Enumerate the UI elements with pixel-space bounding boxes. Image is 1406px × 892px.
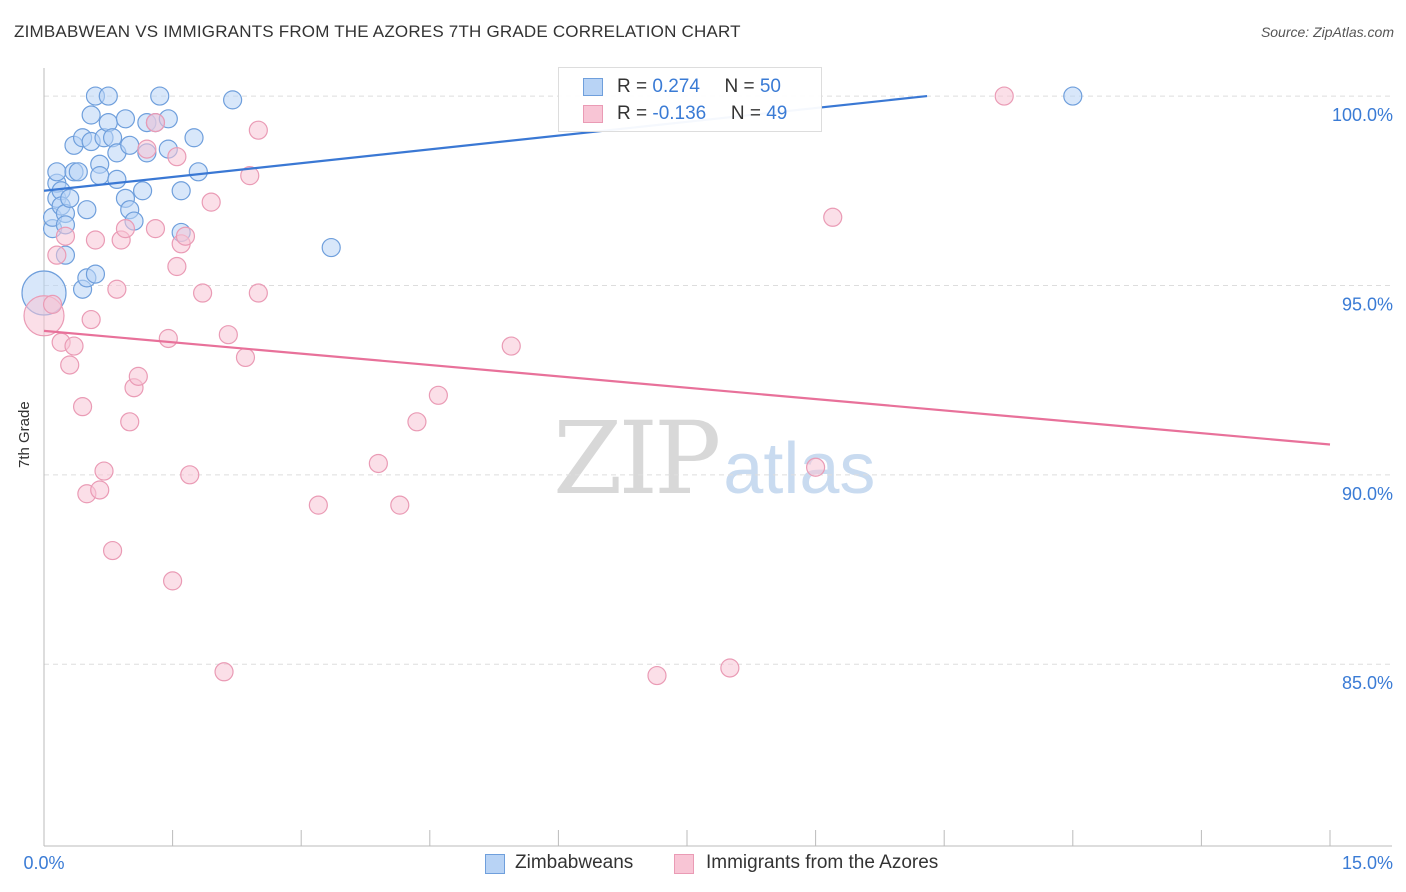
- zimbabwean-point: [47, 162, 67, 182]
- azores-point: [180, 465, 200, 485]
- azores-point: [55, 226, 76, 246]
- source-label: Source: ZipAtlas.com: [1260, 24, 1394, 40]
- x-tick-label: 15.0%: [1342, 853, 1393, 873]
- legend-r-value: 0.274: [652, 76, 700, 97]
- azores-point: [137, 139, 157, 159]
- azores-point: [107, 279, 127, 299]
- zimbabwean-point: [120, 135, 140, 155]
- azores-point: [175, 226, 196, 246]
- zimbabwean-point: [107, 169, 127, 190]
- zimbabwean-point: [223, 90, 243, 110]
- azores-point: [994, 86, 1014, 106]
- azores-point: [218, 325, 238, 345]
- azores-point: [501, 336, 521, 356]
- azores-point: [47, 245, 67, 265]
- azores-point: [145, 112, 166, 133]
- y-tick-label: 90.0%: [1342, 484, 1393, 504]
- zimbabwean-point: [77, 200, 97, 220]
- legend-n-value: 50: [759, 76, 781, 97]
- azores-point: [90, 480, 110, 500]
- azores-point: [64, 336, 84, 356]
- y-tick-label: 95.0%: [1342, 294, 1393, 314]
- y-tick-label: 85.0%: [1342, 673, 1393, 693]
- azores-point: [81, 309, 101, 330]
- azores-point: [163, 571, 183, 591]
- zimbabwean-point: [98, 86, 118, 106]
- zimbabwean-point: [150, 86, 170, 106]
- zimbabwean-point: [115, 109, 136, 129]
- series-legend-label-zimbabweans: Zimbabweans: [515, 852, 634, 873]
- azores-point: [201, 192, 221, 212]
- zimbabwean-point: [81, 105, 101, 125]
- azores-point: [214, 662, 234, 682]
- azores-point: [720, 658, 740, 678]
- azores-point: [805, 457, 826, 477]
- azores-point: [248, 283, 268, 303]
- azores-point: [823, 207, 843, 227]
- azores-point: [248, 120, 268, 140]
- legend-row-azores: R = -0.136 N = 49: [617, 103, 787, 125]
- azores-point: [42, 294, 63, 314]
- azores-point: [167, 256, 187, 277]
- azores-point: [72, 397, 93, 417]
- azores-point: [120, 412, 140, 432]
- azores-point: [235, 347, 256, 368]
- azores-point: [193, 283, 213, 303]
- series-legend: Zimbabweans Immigrants from the Azores: [0, 852, 1406, 878]
- azores-point: [428, 385, 448, 405]
- series-legend-label-azores: Immigrants from the Azores: [706, 852, 939, 873]
- zimbabwean-point: [60, 188, 80, 208]
- azores-point: [60, 355, 80, 375]
- azores-point: [240, 166, 260, 186]
- legend-r-value: -0.136: [652, 103, 707, 124]
- azores-point: [368, 453, 388, 474]
- zimbabwean-point: [184, 128, 204, 148]
- x-tick-label: 0.0%: [23, 853, 64, 873]
- zimbabwean-point: [132, 181, 153, 201]
- azores-point: [158, 328, 178, 349]
- azores-point: [167, 147, 187, 167]
- zimbabwean-point: [321, 237, 341, 258]
- series-legend-swatch-azores: [674, 854, 694, 874]
- legend-swatch-zimbabweans: [583, 78, 603, 96]
- zimbabwean-point: [171, 181, 191, 201]
- azores-point: [85, 230, 106, 250]
- azores-point: [145, 219, 166, 239]
- legend-n-value: 49: [766, 103, 788, 124]
- azores-point: [407, 412, 427, 432]
- correlation-legend: R = 0.274 N = 50 R = -0.136 N = 49: [558, 67, 822, 132]
- legend-n-label: N =: [724, 76, 760, 97]
- legend-n-label: N =: [730, 103, 767, 124]
- azores-point: [128, 366, 148, 386]
- zimbabwean-point: [1063, 86, 1083, 106]
- watermark-atlas: atlas: [723, 429, 876, 509]
- azores-point: [390, 495, 410, 515]
- legend-swatch-azores: [583, 105, 603, 123]
- zimbabwean-point: [188, 162, 208, 182]
- watermark-zip: ZIP: [553, 400, 721, 517]
- watermark: ZIPatlas: [553, 400, 875, 517]
- legend-r-label: R =: [617, 103, 653, 124]
- zimbabwean-point: [68, 162, 88, 182]
- azores-point: [115, 219, 136, 239]
- legend-r-label: R =: [617, 76, 653, 97]
- azores-trend-line: [43, 329, 1331, 446]
- azores-point: [647, 665, 667, 686]
- azores-point: [94, 461, 114, 481]
- azores-point: [308, 495, 328, 515]
- zimbabwean-point: [85, 264, 106, 284]
- y-tick-label: 100.0%: [1332, 105, 1393, 125]
- legend-row-zimbabweans: R = 0.274 N = 50: [617, 76, 781, 98]
- zimbabwean-point: [90, 166, 110, 186]
- chart-title: ZIMBABWEAN VS IMMIGRANTS FROM THE AZORES…: [14, 22, 741, 41]
- azores-point: [102, 540, 123, 561]
- series-legend-swatch-zimbabweans: [485, 854, 505, 874]
